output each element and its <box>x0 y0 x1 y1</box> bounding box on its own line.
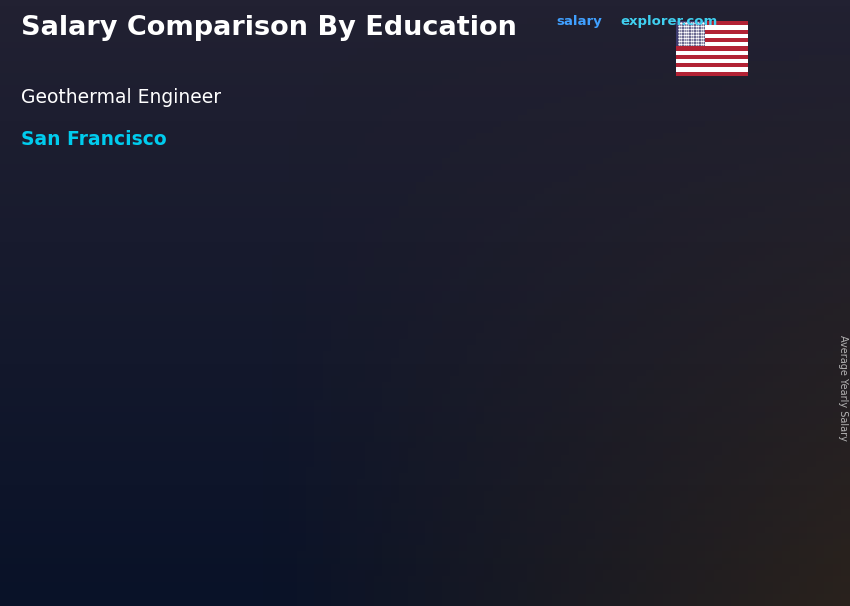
Text: Geothermal Engineer: Geothermal Engineer <box>21 88 221 107</box>
Text: 156,000 USD: 156,000 USD <box>666 328 739 338</box>
Polygon shape <box>439 427 446 545</box>
Bar <box>76 463 139 545</box>
Polygon shape <box>590 358 596 545</box>
Bar <box>676 42 748 47</box>
Polygon shape <box>290 449 297 545</box>
Bar <box>377 427 439 545</box>
Bar <box>676 59 748 63</box>
Text: Average Yearly Salary: Average Yearly Salary <box>838 335 848 441</box>
Text: San Francisco: San Francisco <box>21 130 167 149</box>
Text: +23%: +23% <box>295 355 347 370</box>
Bar <box>676 34 748 38</box>
Text: salary: salary <box>557 15 603 28</box>
Polygon shape <box>139 463 146 545</box>
Text: explorer.com: explorer.com <box>620 15 717 28</box>
Bar <box>677 342 740 545</box>
Bar <box>676 21 705 47</box>
Text: Salary Comparison By Education: Salary Comparison By Education <box>21 15 517 41</box>
Bar <box>226 449 290 545</box>
Text: 63,400 USD: 63,400 USD <box>66 448 132 459</box>
Polygon shape <box>740 342 746 545</box>
Text: +17%: +17% <box>145 377 197 392</box>
Text: +8%: +8% <box>601 296 641 311</box>
Text: 91,100 USD: 91,100 USD <box>366 413 432 422</box>
Bar <box>526 358 590 545</box>
Bar <box>676 50 748 55</box>
Text: +58%: +58% <box>445 282 497 297</box>
Text: 144,000 USD: 144,000 USD <box>516 344 589 354</box>
Bar <box>676 25 748 30</box>
Bar <box>676 67 748 72</box>
Text: 74,100 USD: 74,100 USD <box>216 435 282 445</box>
